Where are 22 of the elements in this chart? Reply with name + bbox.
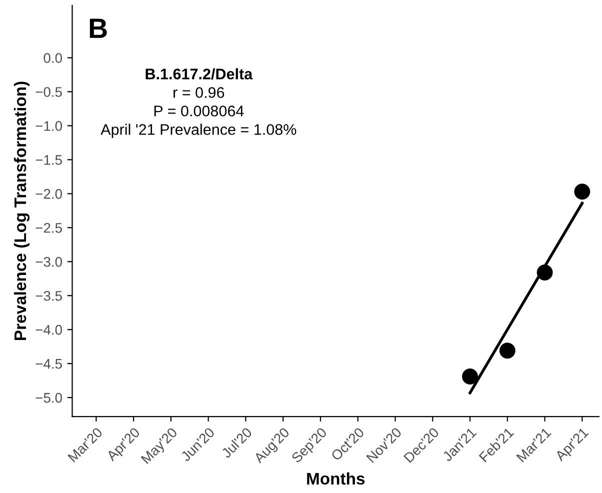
y-tick-label: 0.0 (44, 53, 62, 63)
point (462, 368, 478, 384)
annotation: r = 0.96 (174, 87, 224, 98)
y-tick-label: −5.0 (36, 392, 62, 403)
point (536, 264, 553, 280)
y-tick-label: −1.0 (36, 121, 62, 131)
y-tick-label: −4.5 (36, 359, 62, 369)
y-tick-label: −2.5 (36, 222, 62, 233)
y-tick-label: −1.5 (36, 155, 62, 165)
point (499, 342, 516, 359)
annotation: B (90, 18, 107, 38)
point (574, 184, 590, 200)
y-tick-label: −3.5 (36, 290, 62, 301)
y-tick-label: −4.0 (36, 324, 62, 335)
y-axis-title: Prevalence (Log Transformation) (14, 82, 30, 340)
y-tick-label: −2.0 (36, 189, 62, 199)
annotation: P = 0.008064 (154, 106, 244, 116)
y-tick-label: −3.0 (36, 256, 62, 267)
y-tick-label: −0.5 (36, 87, 62, 97)
x-axis-title: Months (307, 472, 365, 485)
annotation: B.1.617.2/Delta (146, 68, 253, 80)
annotation: April '21 Prevalence = 1.08% (100, 124, 296, 138)
